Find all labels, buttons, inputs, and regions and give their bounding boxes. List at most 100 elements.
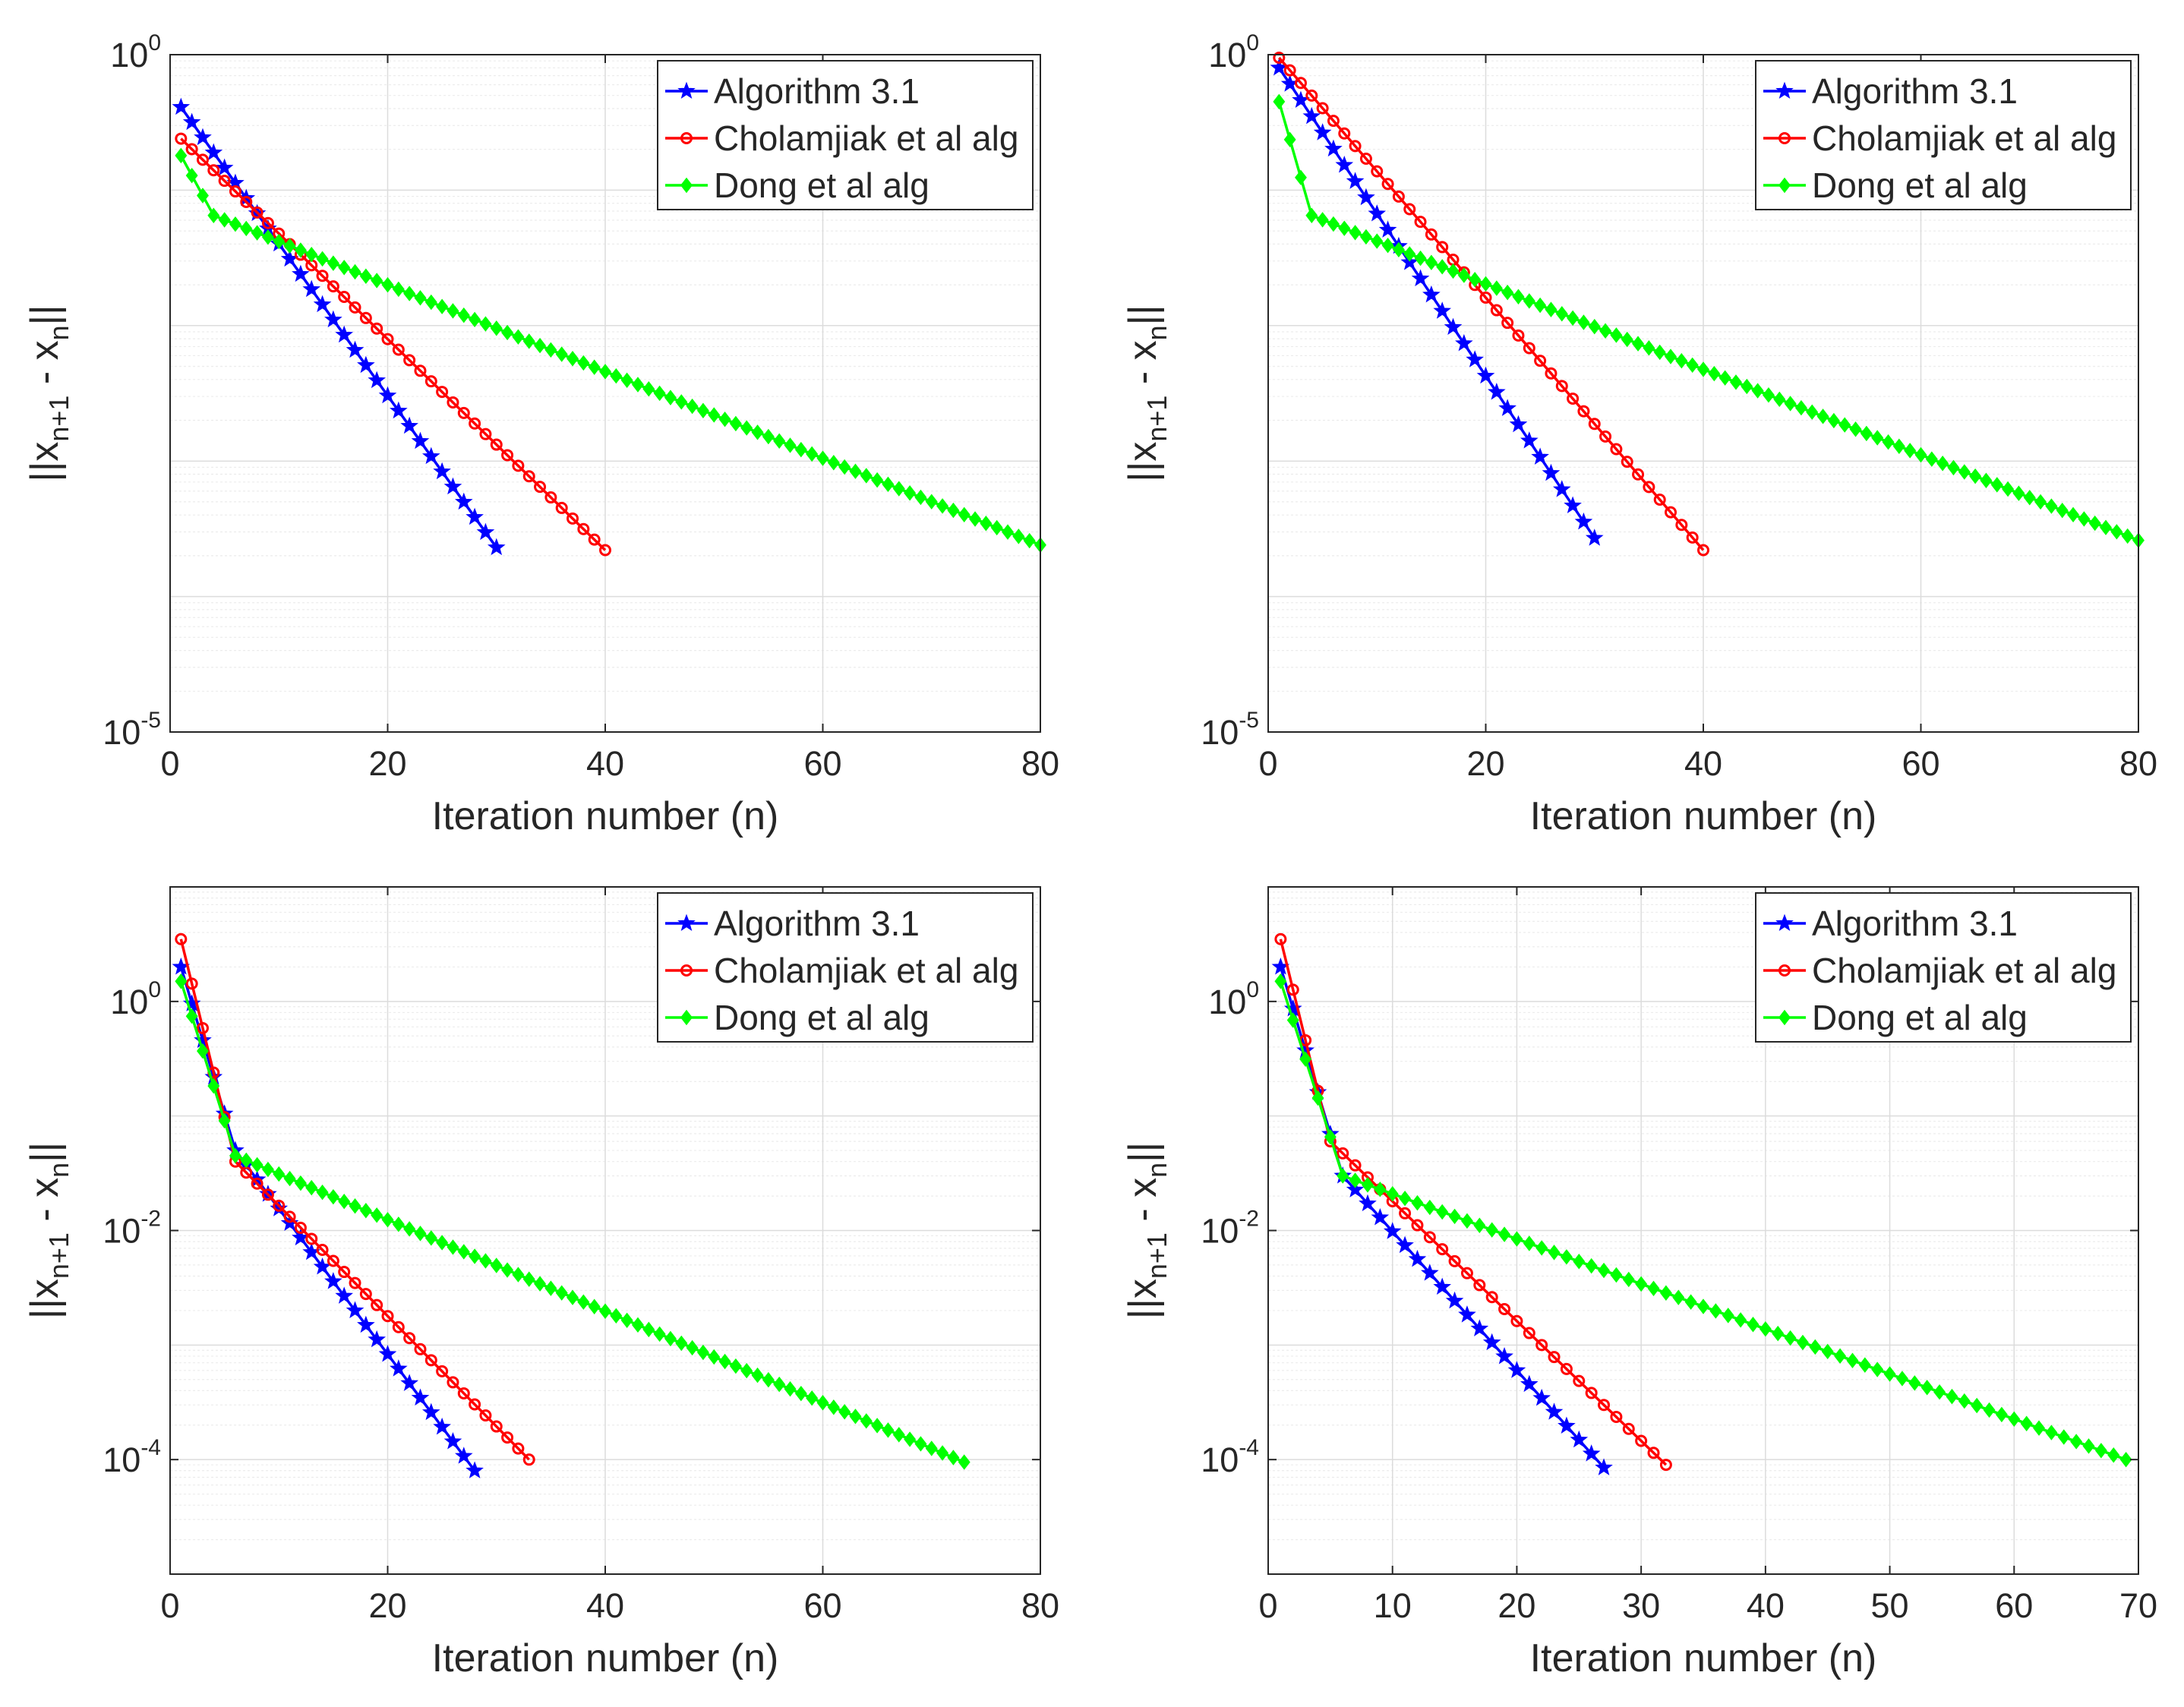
data-point [294, 1221, 307, 1234]
data-point [1299, 1051, 1312, 1068]
data-point [185, 977, 198, 990]
x-tick-label: 80 [1021, 1586, 1059, 1625]
data-point [392, 1320, 405, 1333]
data-point [544, 1280, 557, 1296]
data-point [215, 158, 234, 176]
data-point [1302, 106, 1321, 125]
data-point [2023, 490, 2036, 506]
data-point [1567, 310, 1580, 327]
data-point [447, 303, 459, 319]
data-point [860, 1413, 873, 1429]
x-tick-label: 80 [2119, 744, 2157, 783]
series-line [180, 137, 607, 551]
data-point [1316, 212, 1329, 228]
data-point [411, 431, 430, 450]
data-point [1371, 165, 1384, 178]
data-point [2094, 1443, 2107, 1459]
x-axis-label: Iteration number (n) [1530, 1636, 1877, 1680]
y-tick-label: 10-4 [103, 1435, 161, 1479]
data-point [324, 310, 342, 328]
data-point [1433, 1277, 1452, 1295]
data-point [904, 1431, 917, 1447]
data-point [1806, 404, 1819, 420]
legend: Algorithm 3.1 Cholamjiak et al alg Dong et… [657, 892, 1034, 1043]
data-point [378, 1345, 397, 1362]
data-point [447, 1376, 459, 1389]
data-point [740, 420, 753, 436]
data-point [469, 1398, 481, 1411]
series-line [1278, 56, 1705, 551]
data-point [773, 1376, 786, 1393]
y-axis-label: ||xn+1 - xn|| [23, 1142, 74, 1319]
series-line [1279, 939, 1668, 1466]
data-point [390, 1359, 408, 1377]
data-point [490, 320, 503, 336]
data-point [1534, 355, 1547, 368]
data-point [182, 112, 201, 131]
data-point [642, 380, 655, 397]
data-point [436, 386, 449, 399]
x-tick-label: 20 [368, 744, 406, 783]
data-point [1684, 1294, 1697, 1310]
data-point [599, 364, 611, 380]
data-point [338, 291, 351, 304]
y-axis-label: ||xn+1 - xn|| [1121, 1142, 1172, 1319]
data-point [696, 402, 709, 418]
data-point [1675, 519, 1688, 532]
data-point [1709, 1303, 1722, 1319]
data-point [1482, 1333, 1501, 1351]
data-point [1555, 306, 1568, 322]
data-point [359, 311, 372, 324]
data-point [1510, 1231, 1523, 1247]
data-point [447, 1239, 459, 1255]
data-point [904, 485, 917, 501]
data-point [1498, 1302, 1511, 1315]
data-point [1892, 438, 1905, 454]
data-point [454, 1447, 473, 1464]
data-point [849, 463, 862, 479]
data-point [371, 322, 383, 335]
x-tick-label: 20 [1498, 1586, 1535, 1625]
data-point [1357, 188, 1375, 206]
x-tick-label: 60 [803, 1586, 841, 1625]
data-point [454, 492, 473, 510]
data-point [1490, 304, 1503, 317]
data-point [1012, 529, 1025, 544]
data-point [1722, 1308, 1734, 1324]
data-point [806, 1390, 819, 1406]
data-point [849, 1409, 862, 1425]
data-point [378, 386, 397, 404]
legend-swatch-marker [1778, 964, 1791, 977]
data-point [1643, 340, 1655, 356]
data-point [1665, 506, 1677, 519]
data-point [1523, 293, 1535, 309]
data-point [751, 1367, 764, 1384]
x-tick-label: 50 [1871, 1586, 1909, 1625]
data-point [610, 1308, 623, 1324]
data-point [2121, 528, 2134, 544]
data-point [294, 1175, 307, 1191]
data-point [2008, 1411, 2021, 1428]
data-point [251, 206, 264, 219]
data-point [577, 1294, 590, 1310]
data-point [433, 1417, 451, 1435]
data-point [436, 1235, 449, 1251]
data-point [313, 295, 332, 313]
data-point [1002, 524, 1014, 540]
data-point [1573, 1374, 1586, 1387]
data-point [1784, 396, 1797, 412]
data-point [1283, 131, 1296, 148]
data-point [411, 1388, 430, 1406]
data-point [196, 1021, 209, 1034]
data-point [1337, 1147, 1349, 1160]
data-point [185, 1008, 198, 1024]
data-point [381, 1310, 394, 1323]
data-point [273, 1166, 286, 1182]
data-point [1635, 1434, 1648, 1447]
data-point [1294, 77, 1307, 90]
data-point [512, 1267, 525, 1283]
data-point [197, 1043, 209, 1059]
data-point [400, 1374, 418, 1391]
legend-label: Cholamjiak et al alg [714, 951, 1018, 990]
data-point [327, 280, 339, 293]
